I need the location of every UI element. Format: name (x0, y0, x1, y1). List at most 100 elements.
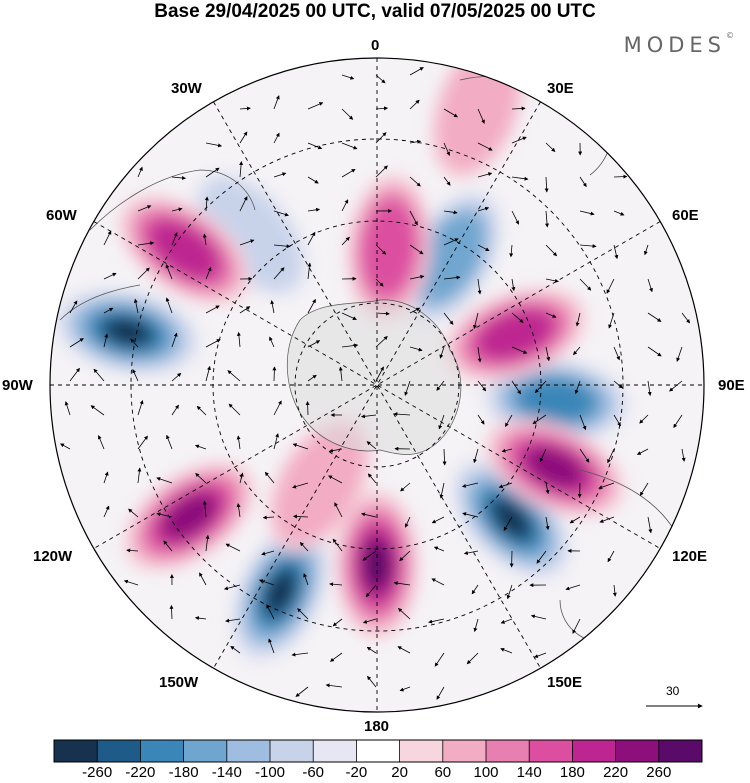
wind-arrow (292, 482, 309, 489)
lon-label-60w: 60W (46, 207, 77, 224)
wind-arrow (239, 196, 248, 212)
wind-arrow (169, 604, 174, 620)
brand-mark: © (726, 31, 734, 40)
wind-arrow (225, 543, 241, 552)
wind-arrow (341, 168, 356, 178)
wind-arrow (137, 205, 152, 212)
colorbar-tick-label: 20 (391, 764, 408, 781)
colorbar-swatch (615, 740, 660, 762)
wind-arrow (375, 278, 384, 287)
wind-arrow (261, 550, 275, 556)
wind-arrow (533, 652, 547, 658)
wind-arrow (375, 311, 390, 316)
wind-arrow (573, 346, 581, 356)
wind-arrow (647, 312, 662, 322)
wind-arrow (266, 604, 275, 620)
wind-arrow (341, 343, 359, 348)
wind-arrow (264, 471, 275, 484)
wind-arrow (239, 306, 251, 314)
wind-arrow (607, 550, 615, 563)
wind-arrow (579, 278, 592, 291)
wind-arrow (273, 210, 289, 217)
wind-arrow (443, 176, 451, 186)
wind-arrow (613, 346, 620, 361)
wind-arrow (613, 380, 623, 389)
brand-text: MODES (623, 33, 726, 57)
wind-arrow (103, 471, 109, 484)
wind-arrow (613, 414, 621, 427)
wind-arrow (258, 579, 275, 586)
wind-arrow (647, 516, 653, 534)
wind-arrow (431, 578, 445, 586)
wind-arrow (305, 401, 310, 416)
wind-arrow (128, 508, 139, 518)
colorbar-swatch (226, 740, 271, 762)
colorbar-tick-label: -260 (82, 764, 113, 781)
wind-arrow (477, 206, 490, 212)
wind-arrow (579, 448, 590, 463)
wind-arrow (439, 482, 445, 499)
colorbar-tick-label: -20 (345, 764, 368, 781)
wind-arrow (307, 262, 312, 280)
wind-arrow (295, 686, 309, 697)
wind-arrow (307, 142, 323, 150)
wind-arrow (613, 174, 628, 179)
wind-arrow (223, 584, 241, 591)
wind-arrow (607, 448, 615, 464)
wind-arrow (137, 467, 142, 484)
wind-arrow (375, 132, 387, 144)
wind-arrow (443, 275, 461, 280)
wind-arrow (205, 534, 210, 552)
wind-arrow (239, 239, 255, 246)
wind-arrow (307, 207, 321, 212)
lon-label-90e: 90E (718, 377, 745, 394)
wind-arrow (163, 540, 173, 552)
wind-arrow (133, 298, 139, 314)
wind-arrow (299, 542, 309, 552)
wind-arrow (466, 652, 479, 665)
wind-arrow (572, 618, 581, 634)
wind-arrow (273, 132, 280, 144)
colorbar-tick-label: 140 (516, 764, 542, 781)
wind-arrow (367, 473, 377, 484)
wind-arrow (205, 266, 212, 280)
wind-arrow (228, 403, 241, 416)
wind-arrow (579, 210, 595, 216)
wind-arrow (436, 380, 445, 391)
wind-arrow (90, 405, 105, 416)
wind-arrow (227, 370, 241, 382)
wind-arrow (137, 399, 144, 416)
wind-arrow (307, 102, 324, 110)
wind-arrow (681, 448, 686, 462)
lon-label-60e: 60E (672, 207, 699, 224)
wind-arrow (202, 500, 207, 518)
lon-label-30e: 30E (547, 80, 574, 97)
wind-arrow (409, 176, 421, 187)
wind-arrow (103, 272, 117, 280)
anomaly-contour (163, 494, 216, 539)
wind-arrow (545, 516, 550, 531)
wind-arrow (409, 210, 418, 226)
wind-arrow (393, 581, 411, 586)
wind-arrow (639, 414, 649, 424)
wind-arrow (477, 108, 485, 124)
wind-arrow (126, 548, 139, 553)
wind-arrow (205, 167, 220, 178)
wind-arrow (511, 210, 519, 225)
wind-arrow (297, 608, 309, 620)
wind-arrow (461, 482, 479, 488)
wind-arrow (434, 652, 445, 667)
wind-arrow (636, 448, 649, 455)
map-title: Base 29/04/2025 00 UTC, valid 07/05/2025… (154, 1, 596, 22)
anomaly-contour (361, 200, 417, 297)
wind-arrow (404, 380, 411, 396)
colorbar-swatch (442, 740, 487, 762)
wind-arrow (171, 332, 178, 348)
wind-arrow (545, 244, 558, 257)
wind-arrow (230, 645, 241, 654)
map-border (49, 57, 705, 713)
colorbar-tick-label: -180 (168, 764, 199, 781)
wind-arrow (443, 238, 459, 246)
wind-arrow (268, 638, 275, 654)
